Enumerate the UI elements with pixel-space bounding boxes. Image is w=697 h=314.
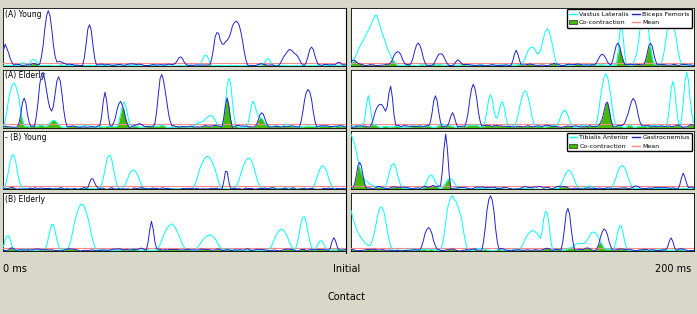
Text: Contact: Contact (328, 292, 365, 302)
Legend: Vastus Lateralis, Co-contraction, Biceps Femoris, Mean: Vastus Lateralis, Co-contraction, Biceps… (567, 9, 692, 28)
Text: Initial: Initial (332, 264, 360, 274)
Text: 0 ms: 0 ms (3, 264, 27, 274)
Text: - (B) Young: - (B) Young (5, 133, 47, 142)
Text: (A) Young: (A) Young (5, 10, 42, 19)
Text: (B) Elderly: (B) Elderly (5, 195, 45, 204)
Text: 200 ms: 200 ms (655, 264, 691, 274)
Legend: Tibialis Anterior, Co-contraction, Gastrocnemius, Mean: Tibialis Anterior, Co-contraction, Gastr… (567, 133, 692, 151)
Text: (A) Elderly: (A) Elderly (5, 71, 45, 80)
